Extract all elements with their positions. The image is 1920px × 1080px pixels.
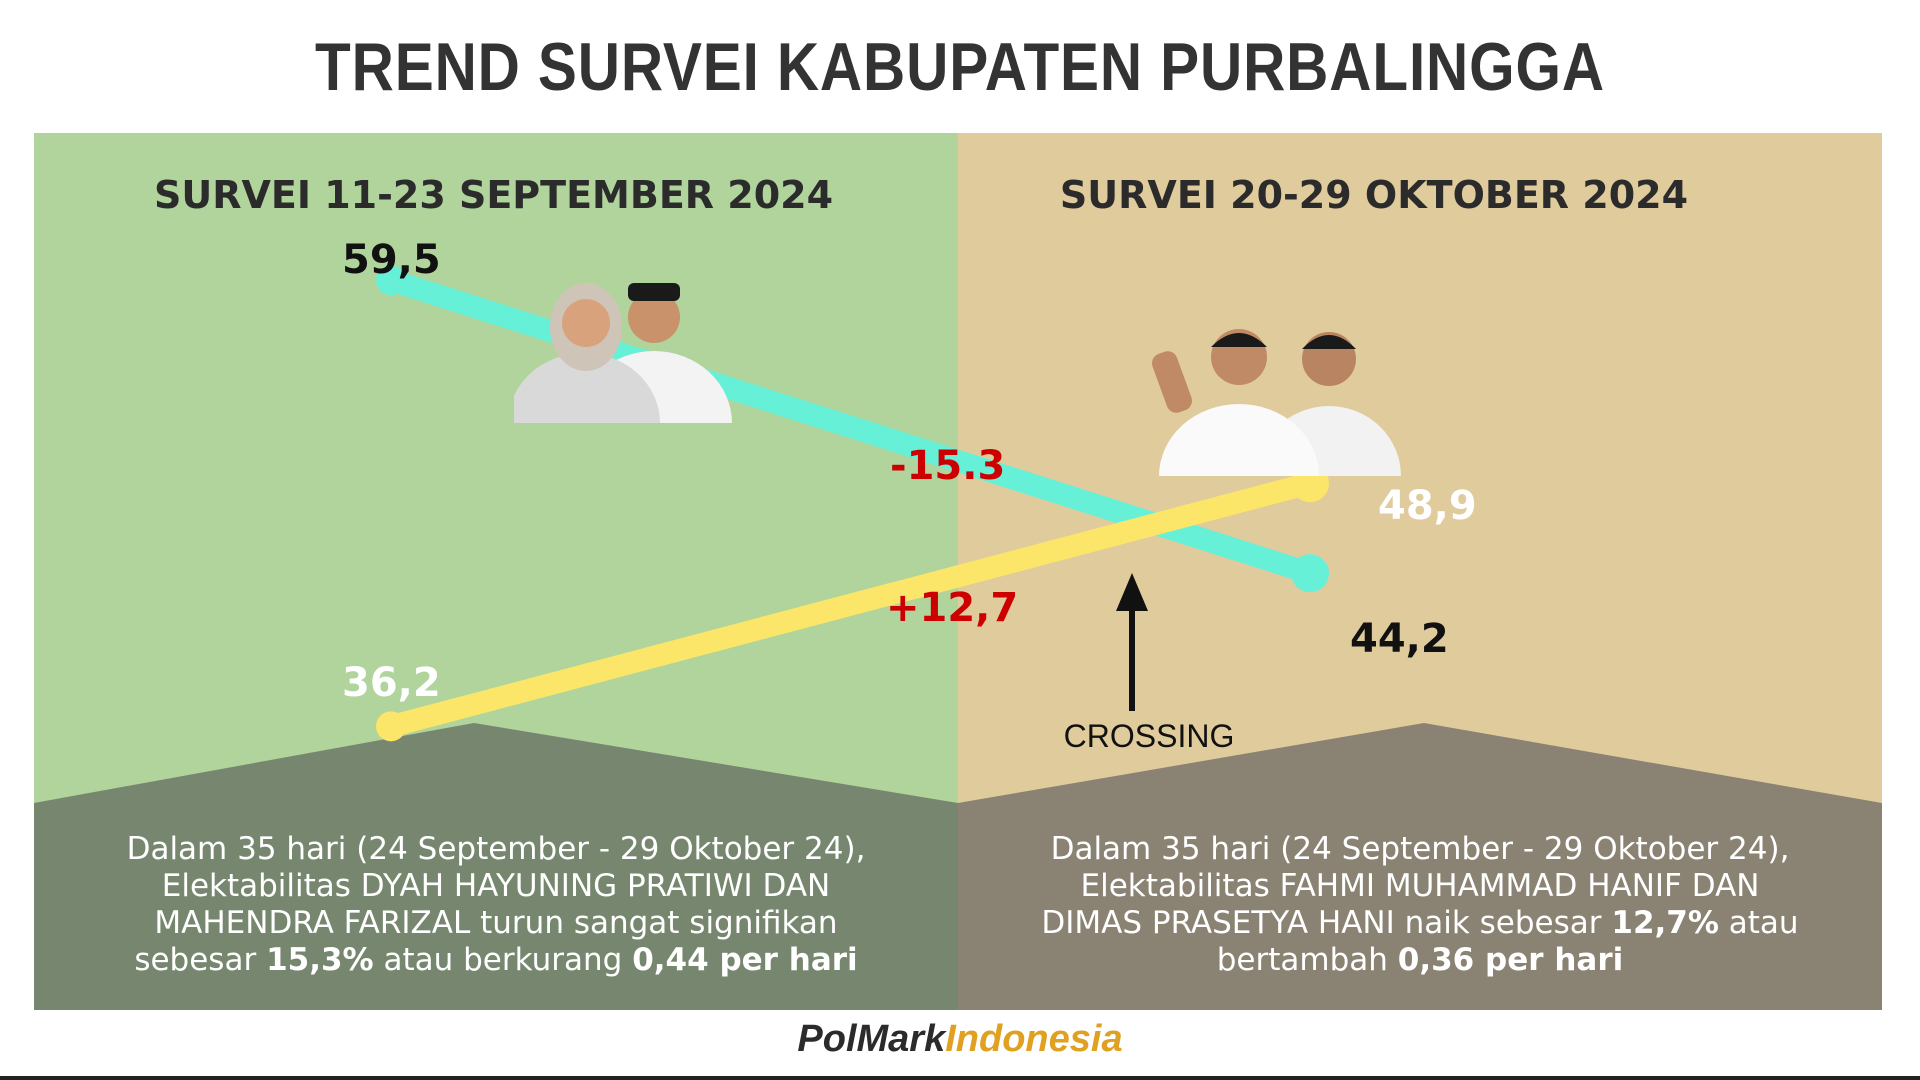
candidate-photo-fahmi-dimas (1151, 329, 1401, 476)
right-footer-wedge (958, 723, 1882, 1010)
summary-left-per-day: 0,44 per hari (632, 942, 858, 978)
candidate-photo-dyah-mahendra (514, 283, 732, 423)
summary-left-line-1: Dalam 35 hari (24 September - 29 Oktober… (126, 831, 866, 867)
change-label-paslon-1: -15.3 (890, 443, 1006, 489)
summary-text-right: Dalam 35 hari (24 September - 29 Oktober… (980, 831, 1860, 979)
summary-left-line-4: sebesar 15,3% atau berkurang 0,44 per ha… (56, 942, 936, 979)
summary-left-line-2: Elektabilitas DYAH HAYUNING PRATIWI DAN (161, 868, 831, 904)
series-line-paslon-2 (380, 472, 1321, 738)
polmark-logo: PolMarkIndonesia (0, 1018, 1920, 1061)
data-label-paslon-1-oktober: 44,2 (1350, 616, 1449, 662)
summary-right-text: DIMAS PRASETYA HANI naik sebesar (1041, 905, 1612, 941)
summary-right-line-3: DIMAS PRASETYA HANI naik sebesar 12,7% a… (980, 905, 1860, 942)
summary-text-left: Dalam 35 hari (24 September - 29 Oktober… (56, 831, 936, 979)
logo-part-2: Indonesia (945, 1018, 1123, 1060)
summary-right-text-3: bertambah (1216, 942, 1398, 978)
summary-right-percent: 12,7% (1611, 905, 1719, 941)
chart-title: TREND SURVEI KABUPATEN PURBALINGGA (315, 29, 1605, 105)
summary-right-line-4: bertambah 0,36 per hari (980, 942, 1860, 979)
summary-right-line-1: Dalam 35 hari (24 September - 29 Oktober… (1050, 831, 1790, 867)
data-label-paslon-2-oktober: 48,9 (1378, 483, 1477, 529)
crossing-annotation: CROSSING (1063, 718, 1235, 754)
crossing-arrow-icon (1116, 573, 1148, 711)
summary-left-text: sebesar (134, 942, 267, 978)
period-label-september: SURVEI 11-23 SEPTEMBER 2024 (154, 173, 834, 217)
data-point-paslon-2-september (376, 711, 406, 742)
logo-part-1: PolMark (797, 1018, 946, 1060)
data-label-paslon-2-september: 36,2 (342, 660, 441, 706)
left-footer-wedge (34, 723, 958, 1010)
change-label-paslon-2: +12,7 (886, 585, 1019, 631)
summary-right-line-2: Elektabilitas FAHMI MUHAMMAD HANIF DAN (1080, 868, 1760, 904)
data-label-paslon-1-september: 59,5 (342, 237, 441, 283)
trend-chart (34, 265, 1882, 1010)
summary-left-percent: 15,3% (266, 942, 374, 978)
summary-left-line-3: MAHENDRA FARIZAL turun sangat signifikan (154, 905, 838, 941)
bottom-rule (0, 1076, 1920, 1080)
summary-right-per-day: 0,36 per hari (1397, 942, 1624, 978)
data-point-paslon-1-oktober (1291, 554, 1329, 593)
period-label-oktober: SURVEI 20-29 OKTOBER 2024 (1059, 173, 1689, 217)
summary-right-text-2: atau (1718, 905, 1799, 941)
chart-panel: SURVEI 11-23 SEPTEMBER 2024 SURVEI 20-29… (34, 133, 1882, 1010)
summary-left-text-2: atau berkurang (373, 942, 633, 978)
data-point-paslon-1-september (376, 265, 406, 296)
